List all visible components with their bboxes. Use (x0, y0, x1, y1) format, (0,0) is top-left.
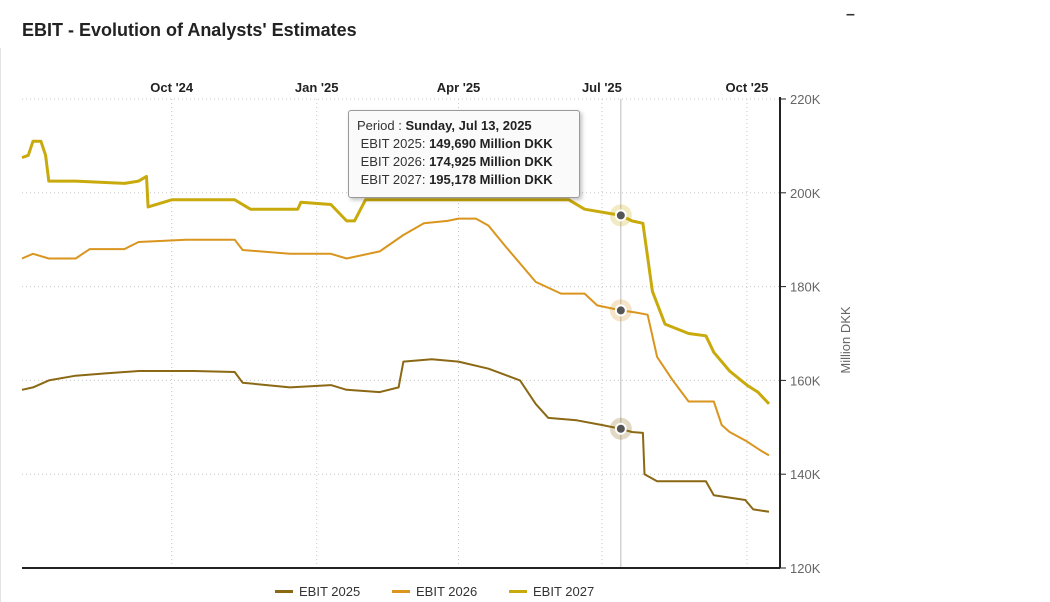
hover-point (614, 304, 627, 317)
hover-point (614, 422, 627, 435)
tooltip-row-ebit-2026: EBIT 2026: 174,925 Million DKK (357, 153, 571, 171)
panel-border (0, 48, 1, 602)
x-tick-label: Oct '24 (150, 80, 194, 95)
grid-layer (22, 98, 780, 568)
tooltip-row-value: 195,178 Million DKK (429, 172, 553, 187)
y-axis-label: Million DKK (838, 306, 853, 374)
y-tick-label: 120K (790, 561, 821, 576)
y-tick-label: 140K (790, 467, 821, 482)
tooltip-row-value: 174,925 Million DKK (429, 154, 553, 169)
marker-layer (609, 204, 632, 440)
legend-swatch (392, 590, 410, 593)
y-tick-label: 160K (790, 373, 821, 388)
tooltip-period-label: Period : (357, 118, 402, 133)
y-tick-label: 220K (790, 92, 821, 107)
tooltip-period-value: Sunday, Jul 13, 2025 (405, 118, 532, 133)
tooltip-row-value: 149,690 Million DKK (429, 136, 553, 151)
legend-label: EBIT 2025 (299, 584, 361, 599)
legend: EBIT 2025 EBIT 2026 EBIT 2027 (0, 584, 900, 602)
legend-swatch (509, 590, 527, 593)
tooltip-row-label: EBIT 2027: (360, 172, 426, 187)
x-tick-label: Jan '25 (295, 80, 339, 95)
hover-point (614, 209, 627, 222)
tooltip-period-row: Period : Sunday, Jul 13, 2025 (357, 117, 571, 135)
legend-label: EBIT 2027 (533, 584, 595, 599)
y-tick-label: 180K (790, 280, 821, 295)
minimize-icon[interactable]: – (846, 6, 855, 23)
series-line-3[interactable] (21, 139, 771, 405)
x-tick-label: Oct '25 (725, 80, 768, 95)
series-layer (21, 139, 771, 513)
legend-swatch (275, 590, 293, 593)
tooltip-row-ebit-2025: EBIT 2025: 149,690 Million DKK (357, 135, 571, 153)
series-line-1[interactable] (21, 358, 770, 513)
tooltip-row-label: EBIT 2026: (360, 154, 426, 169)
x-tick-label: Jul '25 (582, 80, 622, 95)
tooltip: Period : Sunday, Jul 13, 2025 EBIT 2025:… (348, 110, 580, 198)
tooltip-row-label: EBIT 2025: (360, 136, 426, 151)
axis-layer: 120K 140K 160K 180K 200K 220K Oct '24 Jan '25 Ap… (22, 80, 821, 576)
tooltip-row-ebit-2027: EBIT 2027: 195,178 Million DKK (357, 171, 571, 189)
x-tick-label: Apr '25 (437, 80, 481, 95)
legend-item-ebit-2026[interactable]: EBIT 2026 (392, 584, 477, 599)
legend-item-ebit-2025[interactable]: EBIT 2025 (275, 584, 360, 599)
series-line-2[interactable] (21, 217, 770, 457)
legend-label: EBIT 2026 (416, 584, 478, 599)
chart-title: EBIT - Evolution of Analysts' Estimates (22, 20, 357, 40)
legend-item-ebit-2027[interactable]: EBIT 2027 (509, 584, 594, 599)
y-tick-label: 200K (790, 186, 821, 201)
